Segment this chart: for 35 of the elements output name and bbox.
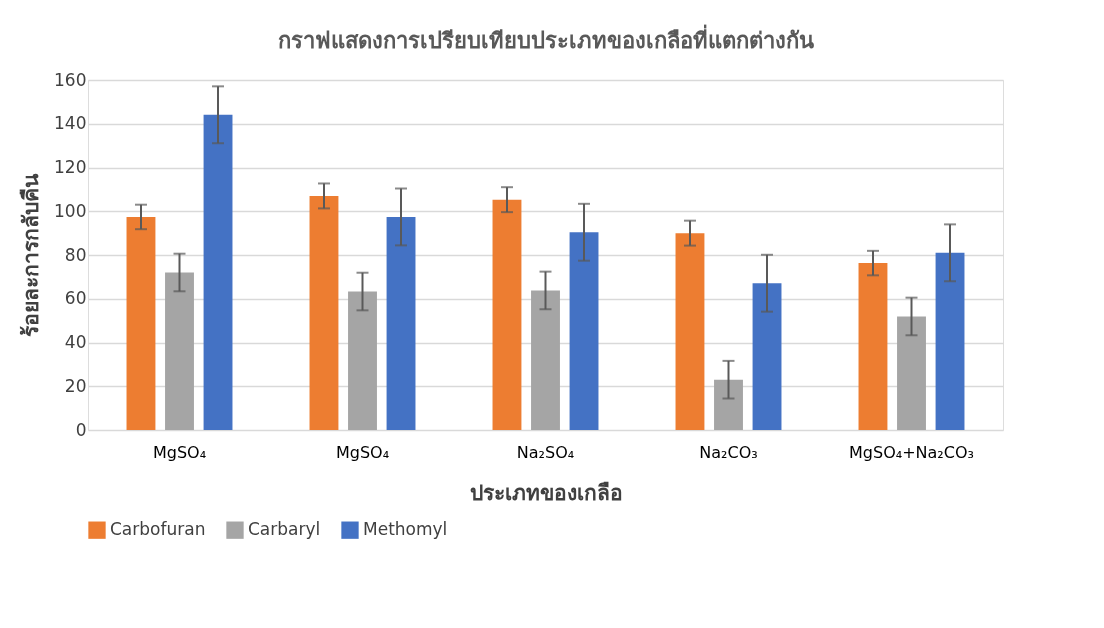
bar [203,114,233,430]
y-tick-label: 20 [64,375,87,396]
x-tick-label: Na₂SO₄ [516,442,575,462]
bar [386,216,416,430]
legend-label: Methomyl [363,519,448,540]
y-tick-label: 0 [75,419,87,440]
y-tick-label: 120 [54,157,87,177]
bar [165,272,194,430]
x-tick-label: MgSO₄ [335,442,390,462]
y-tick-label: 80 [64,244,87,265]
bar [126,216,156,430]
bar [348,291,377,430]
x-axis-title: ประเภทของเกลือ [469,480,623,505]
bar [492,199,522,430]
bar [569,232,599,430]
bar [714,379,743,430]
chart-title: กราฟแสดงการเปรียบเทียบประเภทของเกลือที่แตกต่างกัน [277,24,814,53]
bar [935,252,965,430]
x-tick-label: Na₂CO₃ [699,442,758,462]
bar [309,195,339,430]
bar [675,233,705,430]
y-tick-label: 160 [54,69,87,90]
y-tick-label: 60 [64,288,87,309]
legend-label: Carbaryl [248,519,321,540]
y-tick-label: 100 [54,200,87,221]
bar [858,263,888,430]
bar [752,283,782,430]
y-axis-title: ร้อยละการกลับคืน [19,173,44,337]
bar [897,316,926,430]
legend-label: Carbofuran [110,519,206,540]
bar [531,290,560,430]
y-tick-label: 140 [54,113,87,134]
x-tick-label: MgSO₄+Na₂CO₃ [849,442,974,462]
x-tick-label: MgSO₄ [152,442,207,462]
y-tick-label: 40 [64,332,87,352]
